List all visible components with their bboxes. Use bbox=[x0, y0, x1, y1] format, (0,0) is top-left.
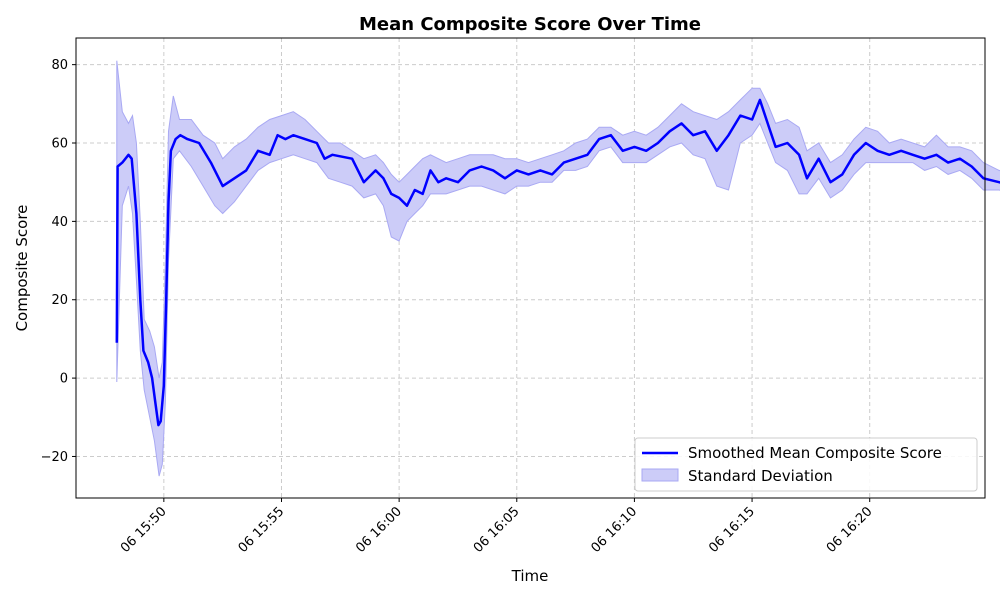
y-axis-label: Composite Score bbox=[13, 205, 31, 332]
legend-band-swatch bbox=[641, 468, 679, 482]
y-tick-label: 20 bbox=[51, 293, 68, 308]
y-tick-label: 0 bbox=[60, 372, 68, 387]
std-band-layer bbox=[116, 60, 1000, 477]
mean-line-layer bbox=[115, 98, 1000, 427]
legend-label-std: Standard Deviation bbox=[688, 467, 833, 485]
std-deviation-band bbox=[116, 60, 1000, 477]
chart-title: Mean Composite Score Over Time bbox=[359, 14, 701, 35]
legend: Smoothed Mean Composite Score Standard D… bbox=[634, 437, 978, 492]
y-tick-label: −20 bbox=[41, 450, 68, 465]
legend-label-mean: Smoothed Mean Composite Score bbox=[688, 444, 942, 462]
legend-box bbox=[634, 437, 978, 492]
y-axis-ticks: −20 0 20 40 60 80 bbox=[41, 58, 76, 465]
x-axis-label: Time bbox=[511, 567, 549, 585]
y-tick-label: 80 bbox=[51, 58, 68, 73]
y-tick-label: 60 bbox=[51, 137, 68, 152]
mean-score-line bbox=[115, 98, 1000, 427]
plot-frame bbox=[75, 37, 986, 499]
y-tick-label: 40 bbox=[51, 215, 68, 230]
